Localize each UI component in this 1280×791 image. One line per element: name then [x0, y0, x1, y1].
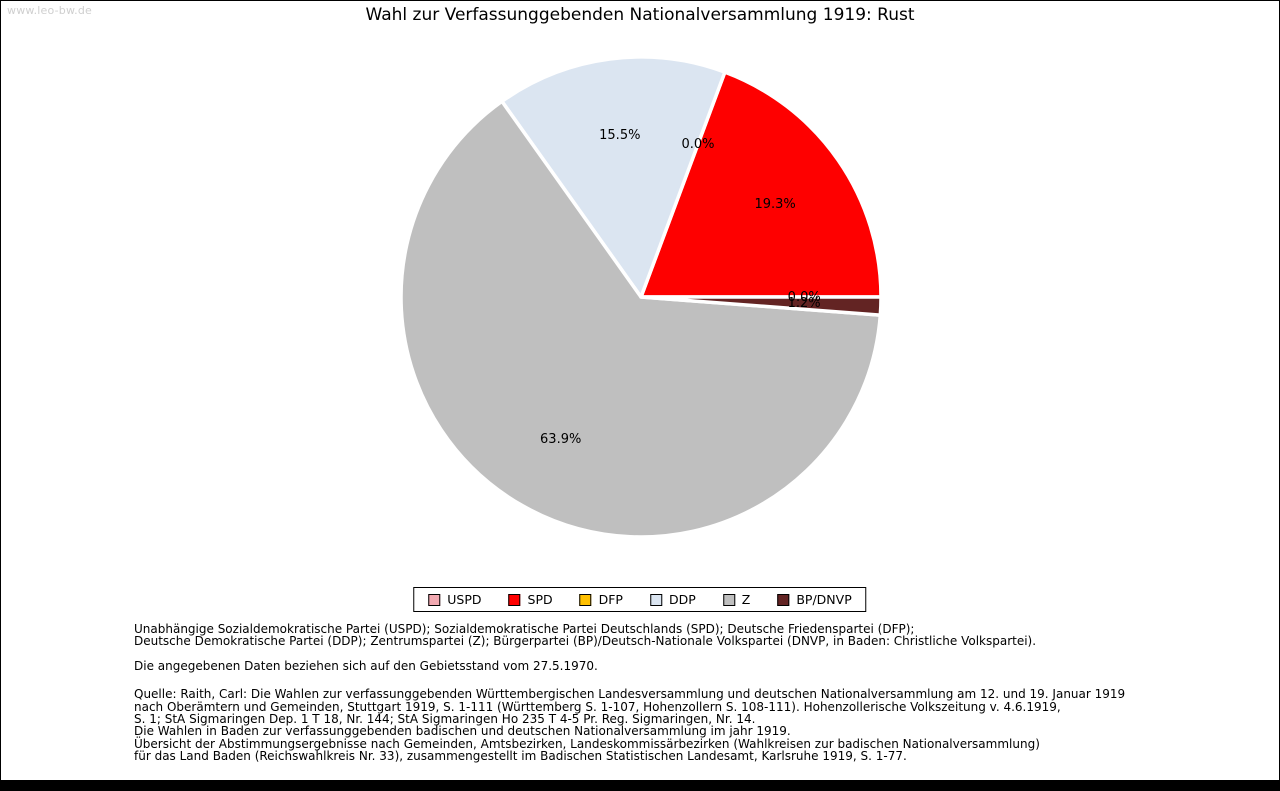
- pie-slice-ddp: [500, 55, 727, 299]
- pie-label-spd: 19.3%: [754, 197, 795, 212]
- legend-item-dfp: DFP: [579, 592, 623, 607]
- legend-swatch-spd: [508, 593, 521, 606]
- source-line: Die Wahlen in Baden zur verfassunggebend…: [134, 724, 791, 739]
- pie-slice-bp-dnvp: [639, 295, 883, 317]
- source-line: für das Land Baden (Reichswahlkreis Nr. …: [134, 749, 907, 764]
- source-line: nach Oberämtern und Gemeinden, Stuttgart…: [134, 699, 1061, 714]
- chart-legend: USPD SPD DFP DDP Z BP/DNVP: [413, 587, 867, 612]
- legend-label-bp-dnvp: BP/DNVP: [796, 592, 852, 607]
- legend-swatch-ddp: [649, 593, 662, 606]
- legend-item-uspd: USPD: [428, 592, 482, 607]
- pie-slice-spd: [639, 70, 883, 299]
- party-abbreviations: Unabhängige Sozialdemokratische Partei (…: [134, 623, 1249, 648]
- watermark-url: www.leo-bw.de: [7, 4, 93, 17]
- chart-title: Wahl zur Verfassunggebenden Nationalvers…: [365, 5, 915, 25]
- party-note-line: Unabhängige Sozialdemokratische Partei (…: [134, 622, 915, 636]
- bottom-border-bar: [1, 780, 1279, 790]
- legend-label-spd: SPD: [527, 592, 553, 607]
- legend-label-z: Z: [741, 592, 751, 607]
- footer-notes: Unabhängige Sozialdemokratische Partei (…: [134, 623, 1249, 763]
- legend-swatch-bp-dnvp: [777, 593, 790, 606]
- source-line: Übersicht der Abstimmungsergebnisse nach…: [134, 736, 1040, 751]
- pie-slice-z: [399, 99, 883, 539]
- pie-label-z: 63.9%: [540, 432, 581, 447]
- source-citation: Quelle: Raith, Carl: Die Wahlen zur verf…: [134, 687, 1249, 764]
- legend-swatch-uspd: [428, 593, 441, 606]
- source-line: Quelle: Raith, Carl: Die Wahlen zur verf…: [134, 687, 1126, 702]
- legend-item-bp-dnvp: BP/DNVP: [777, 592, 852, 607]
- legend-label-ddp: DDP: [668, 592, 696, 607]
- pie-label-bp-dnvp: 1.2%: [788, 296, 821, 311]
- legend-item-z: Z: [722, 592, 751, 607]
- gebietsstand-note: Die angegebenen Daten beziehen sich auf …: [134, 658, 598, 673]
- pie-label-uspd: 0.0%: [788, 290, 821, 305]
- pie-chart: 0.0% 19.3% 0.0% 15.5% 63.9% 1.2%: [399, 55, 883, 539]
- source-line: S. 1; StA Sigmaringen Dep. 1 T 18, Nr. 1…: [134, 712, 756, 727]
- legend-label-uspd: USPD: [447, 592, 482, 607]
- pie-label-dfp: 0.0%: [681, 137, 714, 152]
- legend-item-spd: SPD: [508, 592, 553, 607]
- legend-label-dfp: DFP: [598, 592, 623, 607]
- legend-swatch-z: [722, 593, 735, 606]
- party-note-line: Deutsche Demokratische Partei (DDP); Zen…: [134, 634, 1037, 649]
- pie-label-ddp: 15.5%: [599, 128, 640, 143]
- legend-swatch-dfp: [579, 593, 592, 606]
- legend-item-ddp: DDP: [649, 592, 696, 607]
